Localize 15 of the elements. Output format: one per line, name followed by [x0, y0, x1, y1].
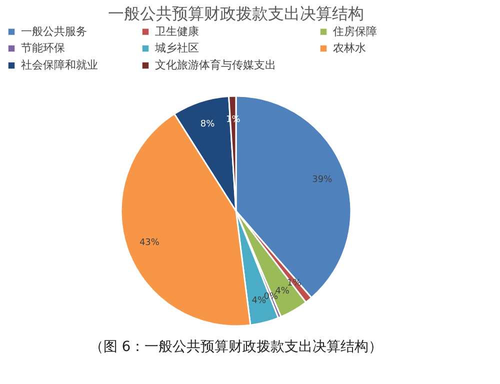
- legend-label: 一般公共服务: [21, 24, 87, 38]
- legend-label: 节能环保: [21, 42, 65, 54]
- legend-label: 卫生健康: [155, 24, 199, 38]
- legend-label: 农林水: [333, 42, 366, 54]
- legend-label: 城乡社区: [154, 42, 199, 54]
- data-label: 8%: [200, 120, 216, 130]
- legend-label: 社会保障和就业: [21, 58, 98, 72]
- chart-title: 一般公共预算财政拨款支出决算结构: [108, 4, 364, 23]
- data-label: 4%: [252, 296, 266, 306]
- text: （图 6：一般公共预算财政拨款支出决算结构）: [89, 339, 383, 355]
- legend-label: 文化旅游体育与传媒支出: [155, 58, 276, 72]
- data-label: 43%: [139, 238, 160, 248]
- data-label: 39%: [312, 174, 333, 185]
- data-label: 1%: [287, 278, 302, 288]
- legend-label: 住房保障: [333, 24, 377, 38]
